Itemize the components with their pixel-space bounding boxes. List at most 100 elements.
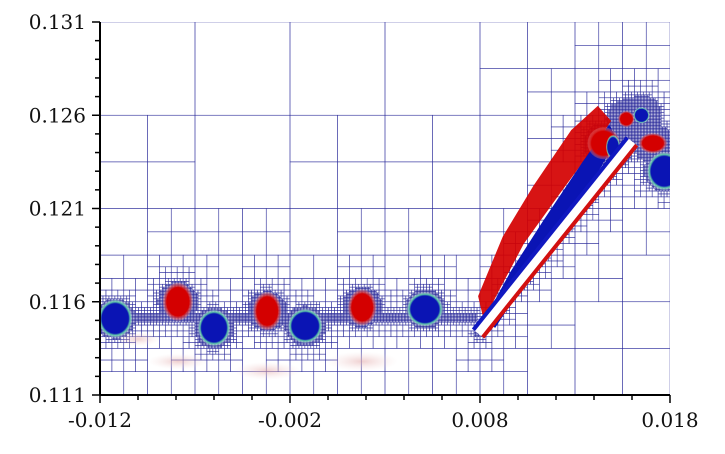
mesh-cell [349, 266, 362, 279]
mesh-cell [405, 295, 410, 300]
mesh-cell [200, 289, 208, 297]
mesh-cell [286, 298, 291, 303]
mesh-cell [165, 330, 172, 338]
mesh-cell [100, 348, 113, 361]
mesh-cell [417, 286, 421, 291]
mesh-cell [230, 310, 234, 314]
mesh-cell [402, 321, 407, 326]
mesh-cell [277, 327, 282, 332]
mesh-cell [355, 330, 362, 338]
mesh-cell [218, 301, 225, 308]
mesh-cell [188, 283, 193, 288]
mesh-cell [289, 339, 294, 343]
mesh-cell [218, 278, 231, 291]
mesh-cell [248, 292, 252, 297]
mesh-cell [372, 324, 380, 332]
mesh-cell [111, 348, 125, 361]
mesh-cell [378, 289, 386, 297]
mesh-cell [242, 278, 255, 291]
mesh-cell [337, 254, 350, 268]
mesh-cell [372, 336, 386, 349]
mesh-cell [301, 295, 309, 303]
mesh-cell [349, 327, 353, 332]
mesh-cell [170, 324, 178, 332]
mesh-cell [360, 336, 374, 349]
mesh-cell [123, 359, 136, 372]
mesh-cell [135, 324, 142, 332]
mesh-cell [420, 278, 427, 285]
mesh-cell [366, 283, 371, 288]
mesh-cell [182, 336, 190, 343]
mesh-cell [384, 289, 392, 297]
mesh-cell [372, 330, 380, 338]
mesh-cell [381, 301, 386, 305]
mesh-cell [286, 339, 291, 343]
mesh-cell [188, 330, 193, 335]
mesh-cell [218, 348, 225, 355]
mesh-cell [194, 266, 208, 279]
mesh-cell [236, 301, 243, 308]
mesh-cell [230, 342, 237, 349]
mesh-cell [153, 324, 160, 332]
mesh-cell [355, 327, 359, 332]
mesh-cell [197, 292, 202, 297]
mesh-cell [325, 336, 332, 343]
mesh-cell [360, 254, 374, 268]
mesh-cell [349, 330, 356, 338]
mesh-cell [262, 286, 267, 291]
mesh-cell [165, 278, 169, 282]
mesh-cell [360, 327, 365, 332]
mesh-cell [301, 278, 315, 291]
mesh-cell [334, 307, 338, 311]
mesh-cell [176, 272, 184, 279]
mesh-cell [132, 324, 136, 329]
mesh-cell [393, 321, 398, 326]
mesh-cell [182, 266, 190, 273]
mesh-cell [429, 283, 433, 288]
mesh-cell [144, 307, 148, 311]
mesh-cell [337, 310, 341, 314]
mesh-cell [337, 278, 344, 285]
mesh-cell [396, 278, 410, 291]
mesh-cell [147, 371, 172, 395]
mesh-cell [325, 324, 329, 329]
mesh-cell [307, 289, 315, 297]
mesh-cell [257, 289, 261, 294]
mesh-cell [102, 298, 107, 303]
mesh-cell [384, 22, 481, 116]
mesh-cell [375, 289, 380, 294]
mesh-cell [212, 348, 217, 352]
mesh-cell [375, 321, 380, 326]
mesh-cell [384, 231, 410, 256]
mesh-cell [176, 330, 184, 338]
mesh-cell [337, 301, 341, 305]
mesh-cell [239, 310, 243, 314]
mesh-cell [236, 307, 240, 311]
mesh-cell [227, 342, 231, 346]
mesh-cell [426, 278, 433, 285]
mesh-cell [366, 327, 371, 332]
mesh-cell [271, 278, 279, 285]
mesh-cell [402, 310, 407, 314]
mesh-cell [360, 231, 386, 256]
mesh-cell [147, 278, 154, 285]
mesh-cell [349, 254, 362, 268]
mesh-cell [286, 336, 291, 340]
mesh-cell [141, 301, 148, 308]
mesh-cell [230, 301, 237, 308]
mesh-cell [402, 289, 410, 297]
mesh-cell [378, 330, 386, 338]
mesh-cell [289, 307, 294, 311]
mesh-cell [188, 266, 196, 273]
mesh-cell [322, 310, 326, 314]
mesh-cell [188, 327, 193, 332]
mesh-cell [215, 348, 220, 352]
mesh-cell [277, 278, 285, 285]
mesh-cell [268, 286, 273, 291]
mesh-cell [167, 281, 172, 285]
mesh-cell [188, 342, 196, 349]
mesh-cell [322, 336, 326, 340]
mesh-cell [182, 321, 187, 326]
mesh-cell [343, 278, 350, 285]
mesh-cell [310, 345, 315, 349]
